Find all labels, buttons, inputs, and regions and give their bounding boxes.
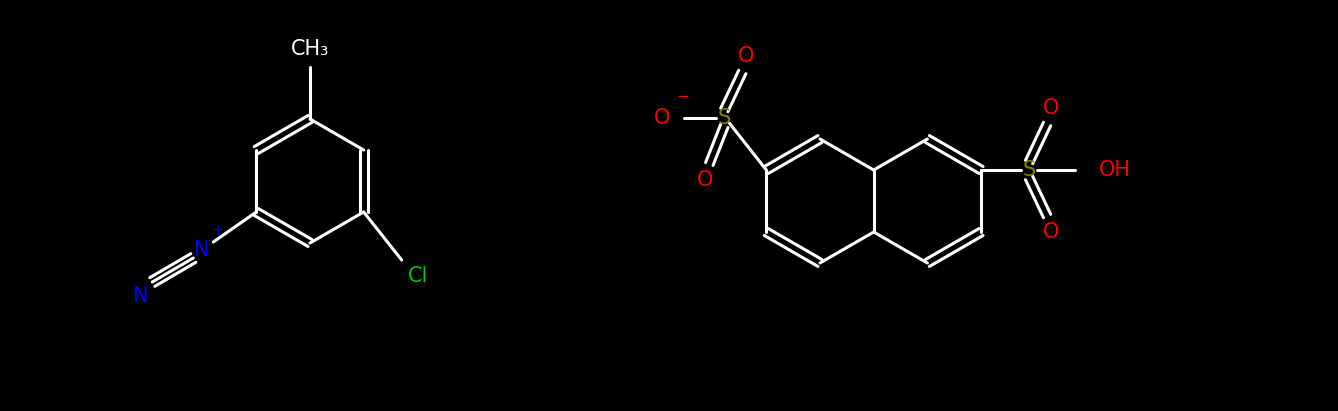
Text: O: O — [739, 46, 755, 66]
Text: O: O — [1042, 222, 1060, 242]
Text: OH: OH — [1098, 160, 1131, 180]
Text: N: N — [132, 286, 149, 306]
Text: S: S — [1022, 160, 1036, 180]
Text: O: O — [654, 108, 670, 128]
Text: Cl: Cl — [408, 266, 428, 286]
Text: O: O — [697, 170, 713, 190]
Text: N: N — [194, 240, 209, 260]
Text: CH₃: CH₃ — [290, 39, 329, 59]
Text: S: S — [717, 108, 731, 128]
Text: +: + — [211, 223, 223, 238]
Text: O: O — [1042, 98, 1060, 118]
Text: −: − — [676, 89, 689, 104]
